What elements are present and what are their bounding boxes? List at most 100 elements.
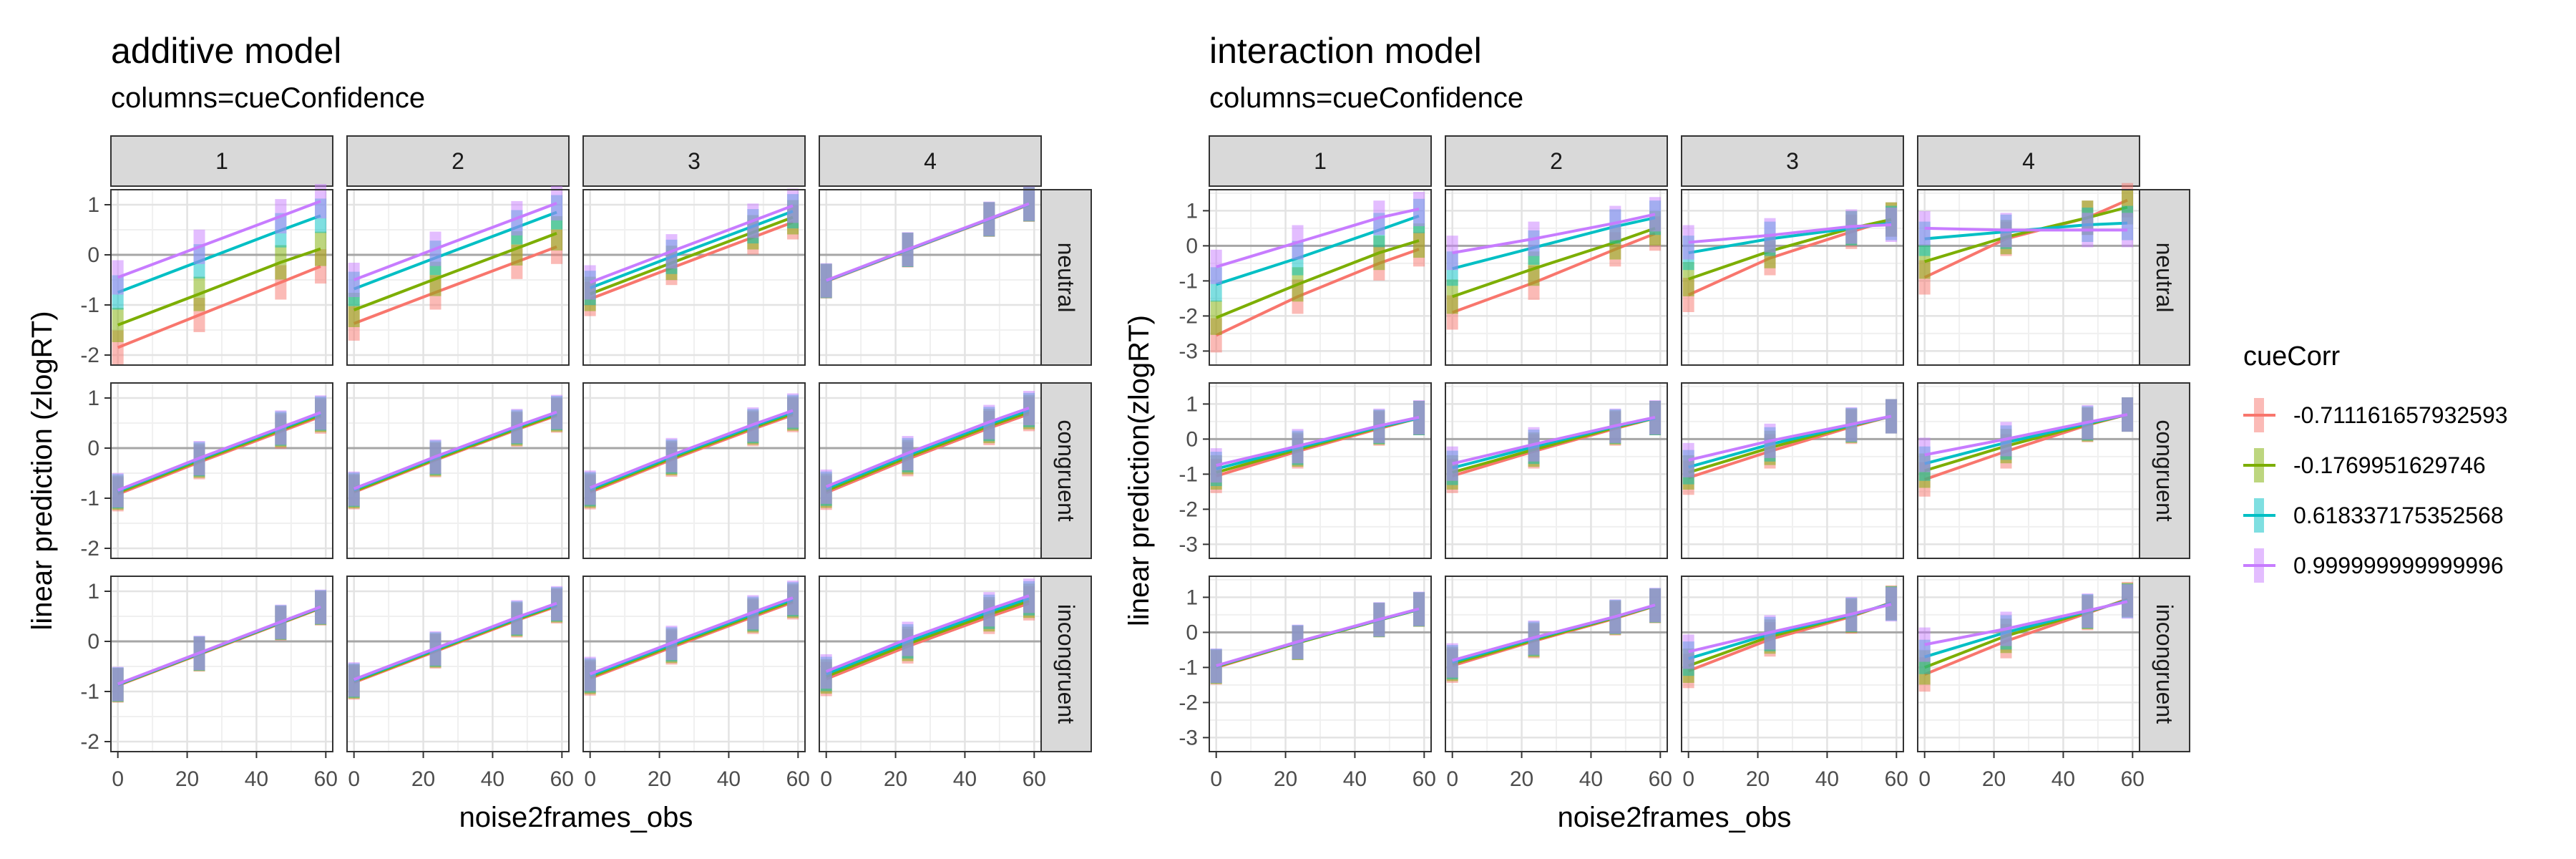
error-bar [584, 470, 596, 505]
error-bar [1918, 627, 1931, 662]
error-bar [348, 471, 360, 506]
chart-1: additive model columns=cueConfidence 1 2 3 4 n… [26, 31, 1092, 833]
legend-label: 0.618337175352568 [2293, 503, 2504, 528]
column-strip-label: 1 [215, 148, 228, 174]
error-bar [315, 184, 327, 219]
chart-2: interaction model columns=cueConfidence 1 2… [1123, 31, 2190, 833]
series-line [589, 220, 794, 301]
error-bar [1885, 587, 1898, 622]
x-tick-label: 20 [884, 767, 907, 791]
facet-panel [1681, 382, 1904, 559]
series-line [353, 232, 557, 311]
series-line [589, 596, 794, 676]
panel-border [1917, 189, 2140, 366]
series-line [117, 265, 321, 349]
error-bar [112, 472, 124, 508]
error-bar [820, 263, 832, 298]
error-bar [1446, 279, 1458, 314]
facet-panel: 0 20 40 60 [819, 576, 1046, 791]
error-bar [820, 469, 832, 504]
x-tick-label: 20 [1510, 767, 1533, 791]
facet-panel [1445, 382, 1668, 559]
row-strip [1040, 382, 1092, 559]
x-tick-label: 60 [1649, 767, 1672, 791]
facet-panel: 0 20 40 60 [1917, 576, 2145, 791]
series-line [1216, 607, 1420, 667]
y-tick-label: 1 [87, 193, 99, 217]
y-tick-label: 1 [1186, 392, 1198, 416]
x-tick-label: 40 [2051, 767, 2075, 791]
facet-panel [819, 382, 1042, 559]
error-bar [112, 666, 124, 702]
error-bar [787, 581, 799, 616]
panel-border [1681, 576, 1904, 752]
error-bar [820, 654, 832, 689]
series-line [1688, 223, 1892, 244]
column-strip-label: 4 [924, 148, 937, 174]
row-strip-label: incongruent [2152, 604, 2177, 724]
error-bar [348, 263, 360, 297]
panel-border [110, 382, 333, 559]
legend-item: -0.1769951629746 [2243, 448, 2486, 482]
error-bar [1918, 437, 1931, 472]
series-line [825, 599, 1030, 678]
series-line [1216, 214, 1420, 286]
x-tick-label: 60 [314, 767, 338, 791]
error-bar [112, 260, 124, 295]
error-bar [1446, 236, 1458, 271]
y-tick-label: -1 [80, 293, 99, 317]
series-line [825, 594, 1030, 673]
x-tick-label: 0 [1210, 767, 1222, 791]
series-line [825, 601, 1030, 681]
column-strip [1445, 135, 1668, 187]
x-tick-label: 60 [786, 767, 810, 791]
panel-border [1445, 576, 1668, 752]
panel-border [1681, 382, 1904, 559]
error-bar [584, 265, 596, 300]
panel-border [346, 189, 570, 366]
y-tick-label: 0 [87, 630, 99, 654]
facet-panel [346, 382, 570, 559]
series-line [1452, 416, 1656, 465]
error-bar [112, 308, 124, 342]
error-bar [1023, 186, 1035, 221]
series-line [589, 204, 794, 284]
series-line [1924, 413, 2128, 457]
series-line [1215, 248, 1420, 337]
facet-panel: 0 20 40 60 [346, 576, 574, 791]
series-line [117, 200, 321, 279]
error-bar [1682, 261, 1694, 296]
row-strip-label: neutral [2152, 243, 2177, 313]
panel-border [1917, 576, 2140, 752]
panel-border [819, 576, 1042, 752]
error-bar [1413, 191, 1425, 226]
series-line [117, 605, 321, 686]
x-tick-label: 40 [717, 767, 741, 791]
y-tick-label: -2 [80, 537, 99, 560]
chart-subtitle: columns=cueConfidence [1209, 82, 1523, 114]
series-line [353, 245, 557, 325]
row-strip-label: congruent [2152, 419, 2177, 521]
facet-panel [1681, 189, 1904, 366]
error-bar [1023, 391, 1035, 425]
facet-panel [582, 382, 806, 559]
series-line [589, 210, 794, 290]
y-tick-label: -2 [1179, 304, 1198, 328]
y-tick-label: -3 [1179, 339, 1198, 363]
error-bar [551, 394, 563, 430]
chart-subtitle: columns=cueConfidence [111, 82, 425, 114]
y-axis-title: linear prediction(zlogRT) [1123, 315, 1155, 626]
series-line [353, 601, 557, 681]
error-bar [1649, 400, 1662, 435]
error-bar [1649, 588, 1662, 623]
series-line [117, 247, 321, 326]
series-line [1924, 221, 2128, 241]
error-bar [2122, 213, 2134, 248]
row-strip-label: neutral [1053, 243, 1079, 313]
panel-border [110, 576, 333, 752]
row-strip [1040, 576, 1092, 752]
error-bar [551, 586, 563, 621]
error-bar [1682, 442, 1694, 477]
x-tick-label: 0 [1682, 767, 1694, 791]
panel-border [346, 382, 570, 559]
